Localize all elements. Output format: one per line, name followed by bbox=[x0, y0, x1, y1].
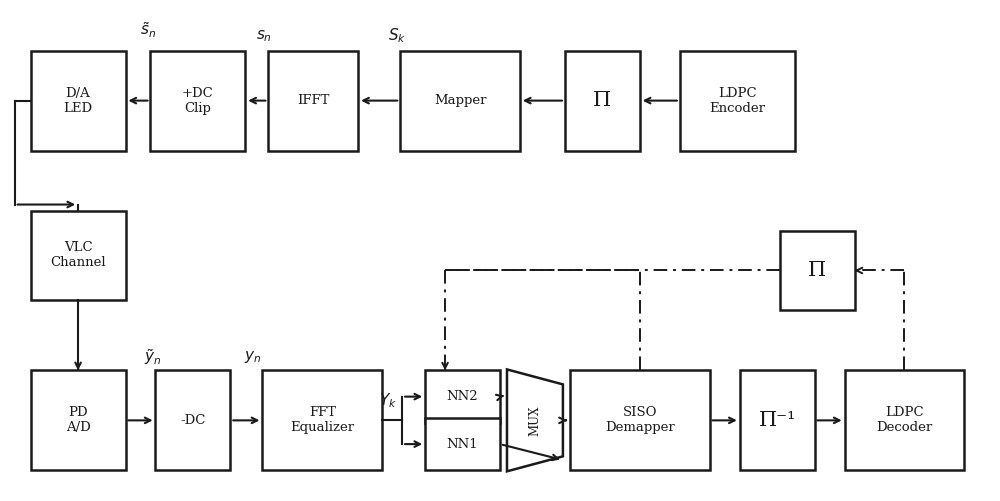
Text: LDPC
Encoder: LDPC Encoder bbox=[709, 87, 765, 115]
FancyBboxPatch shape bbox=[31, 51, 126, 151]
FancyBboxPatch shape bbox=[155, 370, 230, 470]
Text: D/A
LED: D/A LED bbox=[64, 87, 93, 115]
FancyBboxPatch shape bbox=[740, 370, 815, 470]
Text: $y_n$: $y_n$ bbox=[244, 349, 261, 365]
FancyBboxPatch shape bbox=[400, 51, 520, 151]
Text: +DC
Clip: +DC Clip bbox=[182, 87, 214, 115]
Text: SISO
Demapper: SISO Demapper bbox=[605, 406, 675, 434]
Text: PD
A/D: PD A/D bbox=[66, 406, 90, 434]
FancyBboxPatch shape bbox=[425, 370, 500, 423]
Text: Mapper: Mapper bbox=[434, 94, 486, 107]
Text: MUX: MUX bbox=[528, 405, 541, 435]
FancyBboxPatch shape bbox=[268, 51, 358, 151]
Text: LDPC
Decoder: LDPC Decoder bbox=[876, 406, 933, 434]
Text: -DC: -DC bbox=[180, 414, 206, 427]
FancyBboxPatch shape bbox=[31, 210, 126, 301]
Text: VLC
Channel: VLC Channel bbox=[50, 241, 106, 270]
Polygon shape bbox=[507, 369, 563, 471]
Text: NN2: NN2 bbox=[447, 390, 478, 403]
Text: Π: Π bbox=[593, 91, 611, 110]
Text: IFFT: IFFT bbox=[297, 94, 329, 107]
Text: Π: Π bbox=[808, 261, 826, 280]
FancyBboxPatch shape bbox=[780, 230, 855, 311]
FancyBboxPatch shape bbox=[845, 370, 964, 470]
FancyBboxPatch shape bbox=[262, 370, 382, 470]
Text: $s_n$: $s_n$ bbox=[256, 28, 272, 44]
FancyBboxPatch shape bbox=[570, 370, 710, 470]
Text: Π⁻¹: Π⁻¹ bbox=[758, 411, 796, 430]
Text: $\tilde{s}_n$: $\tilde{s}_n$ bbox=[140, 21, 157, 41]
Text: FFT
Equalizer: FFT Equalizer bbox=[290, 406, 354, 434]
FancyBboxPatch shape bbox=[31, 370, 126, 470]
Text: $S_k$: $S_k$ bbox=[388, 27, 406, 45]
Text: $Y_k$: $Y_k$ bbox=[379, 391, 397, 410]
Text: $\tilde{y}_n$: $\tilde{y}_n$ bbox=[144, 348, 161, 367]
Text: NN1: NN1 bbox=[447, 437, 478, 450]
FancyBboxPatch shape bbox=[150, 51, 245, 151]
FancyBboxPatch shape bbox=[425, 418, 500, 470]
FancyBboxPatch shape bbox=[565, 51, 640, 151]
FancyBboxPatch shape bbox=[680, 51, 795, 151]
